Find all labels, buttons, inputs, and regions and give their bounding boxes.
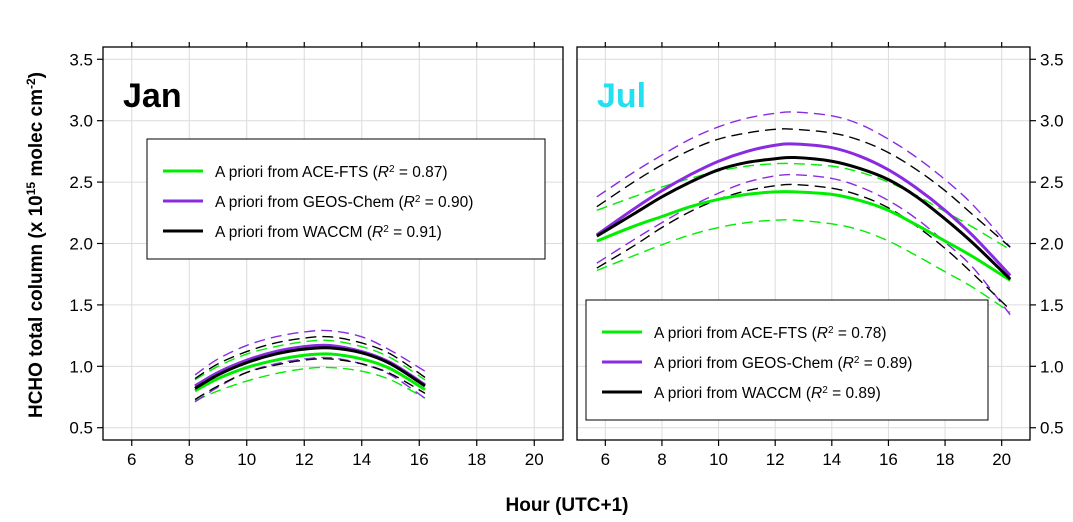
series-uncertainty-line [194, 339, 426, 381]
x-tick-label: 8 [185, 450, 194, 469]
y-tick-label: 2.0 [69, 235, 93, 254]
series-uncertainty-line [596, 128, 1011, 248]
legend-label: A priori from WACCM (R2 = 0.89) [654, 385, 881, 403]
panel-title: Jul [597, 77, 646, 115]
x-tick-label: 20 [992, 450, 1011, 469]
x-tick-label: 16 [410, 450, 429, 469]
legend-label: A priori from ACE-FTS (R2 = 0.78) [654, 325, 887, 343]
series-uncertainty-line [194, 329, 426, 376]
plot-area [194, 329, 426, 403]
series-uncertainty-line [194, 335, 426, 380]
series-uncertainty-line [596, 173, 1011, 316]
series-line [194, 346, 426, 390]
x-tick-label: 14 [352, 450, 371, 469]
legend: A priori from ACE-FTS (R2 = 0.87) A prior… [146, 138, 546, 260]
legend-label: A priori from GEOS-Chem (R2 = 0.90) [215, 194, 473, 212]
x-tick-label: 10 [237, 450, 256, 469]
panel-jul: 6 8 10 12 14 16 18 20 0.5 1.0 1.5 2.0 2.5 3.0 3.5 Jul A … [576, 42, 1064, 469]
series-uncertainty-line [596, 183, 1011, 311]
series-uncertainty-line [194, 366, 426, 402]
legend: A priori from ACE-FTS (R2 = 0.78) A prior… [585, 299, 989, 421]
y-tick-label: 3.0 [1040, 112, 1064, 131]
series-uncertainty-line [194, 356, 426, 403]
x-tick-label: 12 [766, 450, 785, 469]
y-tick-label: 1.0 [1040, 357, 1064, 376]
series-uncertainty-line [596, 219, 1011, 313]
series-uncertainty-line [194, 358, 426, 401]
y-tick-label: 2.5 [1040, 173, 1064, 192]
x-tick-label: 18 [936, 450, 955, 469]
y-tick-label: 0.5 [1040, 419, 1064, 438]
legend-label: A priori from GEOS-Chem (R2 = 0.89) [654, 355, 912, 373]
plot-area [595, 111, 1012, 316]
x-tick-label: 10 [709, 450, 728, 469]
x-tick-label: 12 [295, 450, 314, 469]
legend-label: A priori from WACCM (R2 = 0.91) [215, 224, 442, 242]
y-tick-label: 2.5 [69, 173, 93, 192]
x-tick-label: 8 [657, 450, 666, 469]
y-tick-label: 0.5 [69, 419, 93, 438]
panel-jan: 6 8 10 12 14 16 18 20 0.5 1.0 1.5 2.0 2.5 3.0 3.5 Jan A … [69, 42, 564, 469]
x-tick-label: 14 [822, 450, 841, 469]
panel-title: Jan [123, 77, 182, 115]
legend-box [146, 138, 546, 260]
x-axis-label: Hour (UTC+1) [506, 495, 629, 516]
x-tick-label: 20 [525, 450, 544, 469]
series-uncertainty-line [596, 162, 1011, 251]
series-line [595, 142, 1012, 277]
y-axis-label: HCHO total column (x 1015 molec cm-2) [24, 72, 47, 418]
y-tick-label: 2.0 [1040, 235, 1064, 254]
y-tick-label: 1.0 [69, 357, 93, 376]
x-tick-label: 16 [879, 450, 898, 469]
legend-label: A priori from ACE-FTS (R2 = 0.87) [215, 164, 448, 182]
x-tick-label: 18 [467, 450, 486, 469]
series-line [596, 190, 1011, 282]
y-tick-label: 3.5 [69, 50, 93, 69]
x-tick-label: 6 [127, 450, 136, 469]
y-tick-label: 3.5 [1040, 50, 1064, 69]
y-tick-label: 1.5 [69, 296, 93, 315]
y-tick-label: 1.5 [1040, 296, 1064, 315]
series-line [194, 352, 426, 393]
series-uncertainty-line [596, 111, 1011, 248]
x-tick-label: 6 [601, 450, 610, 469]
series-line [596, 155, 1012, 281]
y-tick-label: 3.0 [69, 112, 93, 131]
legend-box [585, 299, 989, 421]
